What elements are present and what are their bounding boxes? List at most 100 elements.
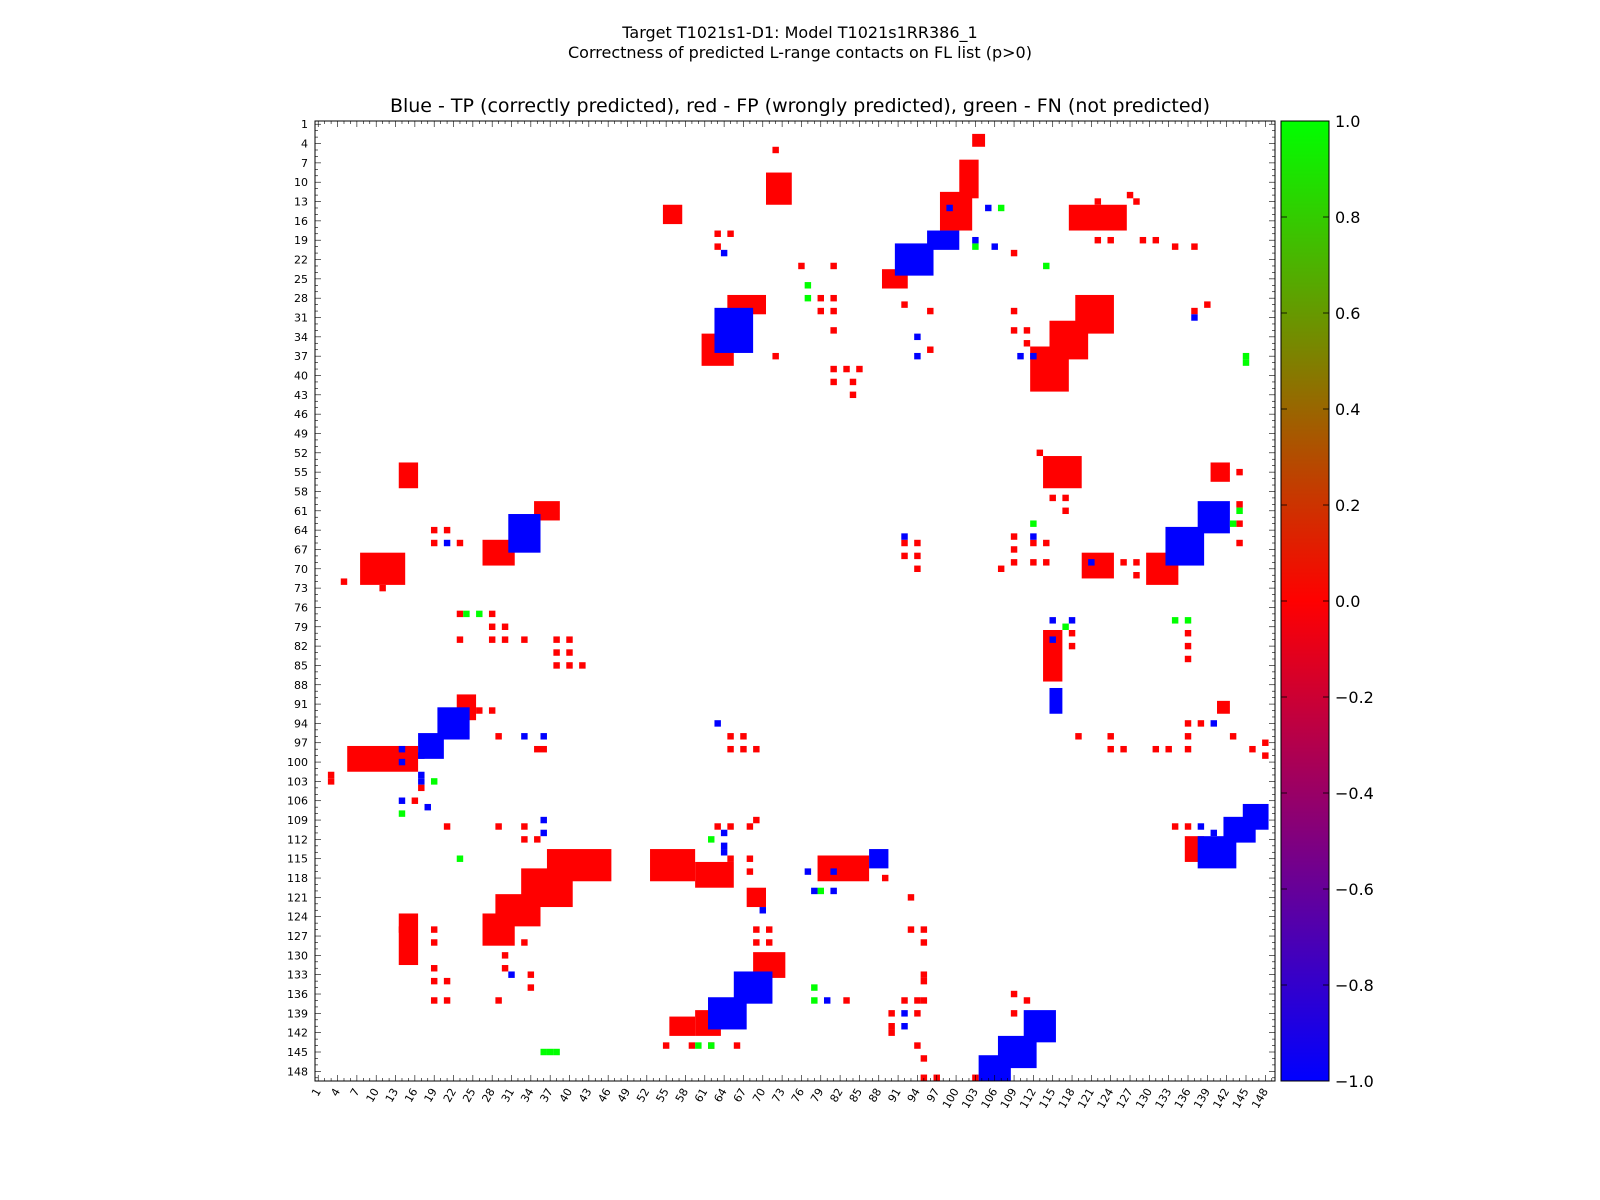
fp-cell: [379, 584, 386, 592]
fp-cell: [340, 578, 348, 585]
y-tick-label: 97: [294, 737, 308, 750]
fp-cell: [398, 926, 406, 933]
fp-cell: [1094, 236, 1102, 244]
y-tick-label: 91: [294, 698, 308, 711]
fp-cell: [579, 662, 586, 669]
y-tick-label: 49: [294, 427, 308, 440]
y-tick-label: 118: [287, 872, 308, 885]
fp-cell: [488, 707, 496, 714]
fp-cell: [527, 971, 535, 978]
fp-cell: [1236, 501, 1243, 508]
fp-block: [817, 855, 870, 882]
tp-cell: [1197, 823, 1205, 830]
y-tick-label: 34: [294, 331, 308, 344]
tp-cell: [540, 829, 547, 837]
fp-cell: [521, 636, 528, 643]
tp-block: [1197, 836, 1237, 869]
y-tick-label: 58: [294, 485, 308, 498]
tp-cell: [398, 797, 406, 804]
tp-cell: [991, 243, 998, 250]
colorbar-tick-label: 0.2: [1335, 496, 1360, 515]
fp-cell: [1107, 733, 1114, 740]
fp-cell: [1184, 823, 1192, 830]
fp-block: [1217, 700, 1230, 714]
figure-subtitle: Correctness of predicted L-range contact…: [568, 43, 1032, 62]
y-tick-label: 148: [287, 1065, 308, 1078]
fp-cell: [746, 855, 754, 862]
fp-cell: [443, 997, 451, 1004]
fp-cell: [1236, 468, 1243, 476]
x-tick-label: 112: [1017, 1086, 1039, 1111]
fp-cell: [920, 971, 928, 978]
x-tick-label: 103: [959, 1086, 981, 1111]
fp-cell: [327, 771, 335, 779]
fp-cell: [501, 623, 509, 630]
fp-cell: [914, 565, 921, 573]
fp-cell: [830, 294, 837, 302]
fp-cell: [1262, 739, 1269, 746]
fp-block: [972, 133, 986, 147]
fp-cell: [927, 346, 934, 353]
y-tick-label: 133: [287, 969, 308, 982]
x-tick-label: 25: [460, 1086, 478, 1105]
x-tick-label: 4: [328, 1086, 343, 1099]
x-tick-label: 52: [634, 1086, 652, 1105]
fp-cell: [456, 539, 464, 547]
fn-cell: [811, 984, 818, 991]
tp-cell: [914, 333, 921, 341]
fn-cell: [708, 836, 715, 843]
colorbar-tick-label: 0.8: [1335, 208, 1360, 227]
fp-cell: [1030, 559, 1037, 566]
tp-block: [1049, 687, 1063, 714]
fp-cell: [817, 294, 824, 302]
fp-block: [772, 146, 779, 154]
fp-cell: [521, 823, 528, 830]
tp-cell: [418, 771, 425, 779]
fn-cell: [463, 610, 470, 618]
y-tick-label: 43: [294, 389, 308, 402]
fp-cell: [746, 868, 754, 875]
fn-cell: [546, 1048, 554, 1056]
fp-cell: [430, 539, 438, 547]
fp-cell: [1133, 198, 1140, 205]
fp-cell: [495, 997, 502, 1004]
fp-cell: [1023, 327, 1031, 334]
x-tick-label: 124: [1095, 1086, 1117, 1111]
fp-cell: [1120, 745, 1127, 753]
tp-cell: [1210, 720, 1218, 727]
y-tick-label: 94: [294, 717, 308, 730]
fp-cell: [688, 1042, 696, 1049]
fp-cell: [772, 352, 779, 360]
tp-cell: [830, 868, 837, 875]
fp-cell: [907, 926, 915, 933]
y-tick-label: 124: [287, 911, 308, 924]
fp-cell: [753, 939, 760, 946]
tp-cell: [418, 778, 425, 785]
y-tick-label: 136: [287, 988, 308, 1001]
x-tick-label: 91: [885, 1086, 903, 1105]
fp-cell: [1010, 249, 1018, 257]
fp-cell: [901, 552, 908, 560]
fp-block: [695, 861, 734, 888]
fp-cell: [901, 301, 908, 308]
fp-cell: [430, 965, 438, 972]
fp-cell: [901, 539, 908, 547]
fp-cell: [495, 733, 502, 740]
fp-cell: [1204, 301, 1211, 308]
x-tick-label: 79: [808, 1086, 826, 1105]
fp-cell: [1120, 559, 1127, 566]
fp-cell: [476, 707, 483, 714]
y-tick-label: 127: [287, 930, 308, 943]
fp-cell: [727, 230, 734, 237]
x-tick-label: 67: [731, 1086, 749, 1105]
fp-block: [1210, 462, 1230, 482]
fp-cell: [727, 733, 734, 740]
tp-cell: [1030, 1016, 1037, 1024]
fp-cell: [830, 378, 837, 386]
fn-cell: [430, 778, 438, 785]
fp-cell: [830, 307, 837, 315]
fn-cell: [1229, 520, 1237, 527]
fp-block: [766, 172, 792, 205]
fp-cell: [501, 952, 509, 959]
